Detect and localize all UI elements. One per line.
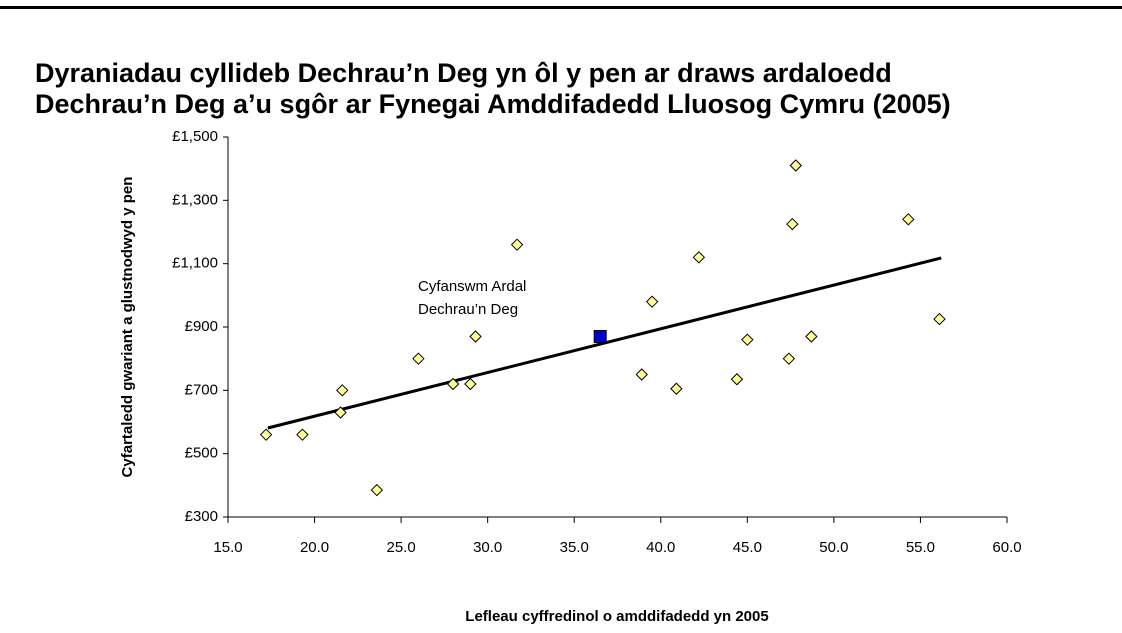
x-axis-label: Lefleau cyffredinol o amddifadedd yn 200…: [465, 608, 768, 625]
point: [933, 312, 946, 326]
point: [902, 213, 915, 226]
point: [259, 428, 273, 441]
x-tick-label: 25.0: [387, 539, 416, 556]
point: [645, 295, 659, 308]
point: [469, 330, 482, 343]
y-tick-label: £1,100: [172, 255, 218, 272]
point: [782, 352, 796, 365]
point: [412, 352, 425, 365]
point: [370, 483, 384, 497]
y-axis-label: Cyfartaledd gwariant a glustnodwyd y pen: [119, 177, 136, 478]
point: [446, 377, 460, 391]
point: [593, 330, 607, 343]
point: [789, 159, 803, 172]
point: [730, 373, 744, 386]
y-tick-label: £500: [185, 445, 218, 462]
x-tick-label: 50.0: [819, 539, 848, 556]
y-tick-label: £700: [185, 381, 218, 398]
x-tick-label: 55.0: [906, 539, 935, 556]
point: [635, 368, 648, 381]
x-tick-label: 30.0: [473, 539, 502, 556]
x-tick-label: 60.0: [992, 539, 1021, 556]
x-tick-label: 20.0: [300, 539, 329, 556]
x-tick-label: 15.0: [213, 539, 242, 556]
x-tick-label: 45.0: [733, 539, 762, 556]
point: [296, 428, 309, 441]
top-rule: [0, 6, 1122, 9]
y-tick-label: £300: [185, 508, 218, 525]
point: [510, 238, 524, 251]
x-tick-label: 35.0: [560, 539, 589, 556]
point: [741, 333, 754, 346]
point: [334, 406, 347, 419]
point: [786, 217, 799, 231]
y-tick-label: £1,300: [172, 191, 218, 208]
point: [336, 384, 349, 397]
y-tick-label: £1,500: [172, 128, 218, 145]
chart-title: Dechrau’n Deg a’u sgôr ar Fynegai Amddif…: [35, 89, 951, 119]
annotation: Cyfanswm Ardal: [418, 278, 526, 295]
x-tick-label: 40.0: [646, 539, 675, 556]
chart-title: Dyraniadau cyllideb Dechrau’n Deg yn ôl …: [35, 58, 892, 88]
annotation: Dechrau’n Deg: [418, 301, 518, 318]
point: [464, 377, 477, 391]
point: [692, 251, 706, 264]
point: [670, 382, 683, 395]
point: [805, 330, 818, 343]
y-tick-label: £900: [185, 318, 218, 335]
